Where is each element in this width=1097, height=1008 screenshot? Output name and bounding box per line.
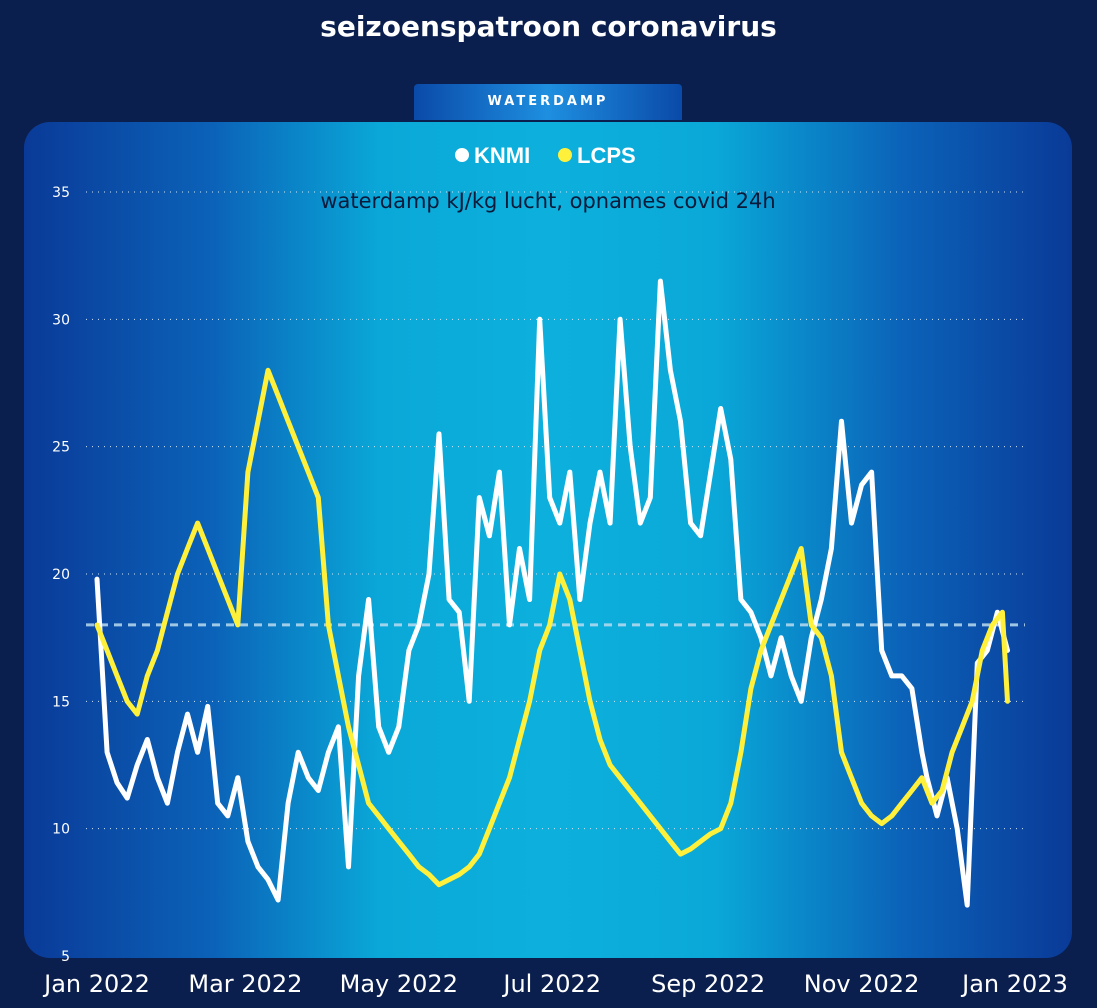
x-tick-label: May 2022 bbox=[340, 970, 458, 998]
y-tick-label: 20 bbox=[52, 567, 70, 583]
y-tick-label: 25 bbox=[52, 440, 70, 456]
y-tick-label: 35 bbox=[52, 185, 70, 201]
y-tick-label: 10 bbox=[52, 822, 70, 838]
x-tick-label: Jan 2022 bbox=[42, 970, 150, 998]
x-tick-label: Sep 2022 bbox=[651, 970, 765, 998]
series-line-knmi bbox=[94, 278, 1010, 908]
tab-waterdamp[interactable]: WATERDAMP bbox=[414, 84, 682, 120]
legend-label-knmi: KNMI bbox=[474, 143, 530, 168]
x-axis-ticks: Jan 2022 Mar 2022 May 2022 Jul 2022 Sep 2022… bbox=[42, 970, 1068, 998]
legend-dot-knmi bbox=[455, 148, 469, 162]
x-tick-label: Nov 2022 bbox=[804, 970, 920, 998]
legend: KNMI LCPS bbox=[455, 143, 636, 168]
x-tick-label: Mar 2022 bbox=[188, 970, 302, 998]
x-tick-label: Jul 2022 bbox=[501, 970, 601, 998]
legend-label-lcps: LCPS bbox=[577, 143, 636, 168]
y-tick-label: 30 bbox=[52, 312, 70, 328]
series-line-lcps bbox=[94, 367, 1010, 888]
chart-panel bbox=[24, 122, 1072, 958]
x-tick-label: Jan 2023 bbox=[960, 970, 1068, 998]
y-tick-label: 15 bbox=[52, 694, 70, 710]
series-layer bbox=[94, 278, 1010, 908]
page-title: seizoenspatroon coronavirus bbox=[320, 10, 777, 43]
y-axis-ticks: 5 10 15 20 25 30 35 bbox=[52, 185, 70, 965]
chart-subtitle: waterdamp kJ/kg lucht, opnames covid 24h bbox=[320, 189, 775, 213]
y-tick-label: 5 bbox=[61, 949, 70, 965]
legend-dot-lcps bbox=[558, 148, 572, 162]
